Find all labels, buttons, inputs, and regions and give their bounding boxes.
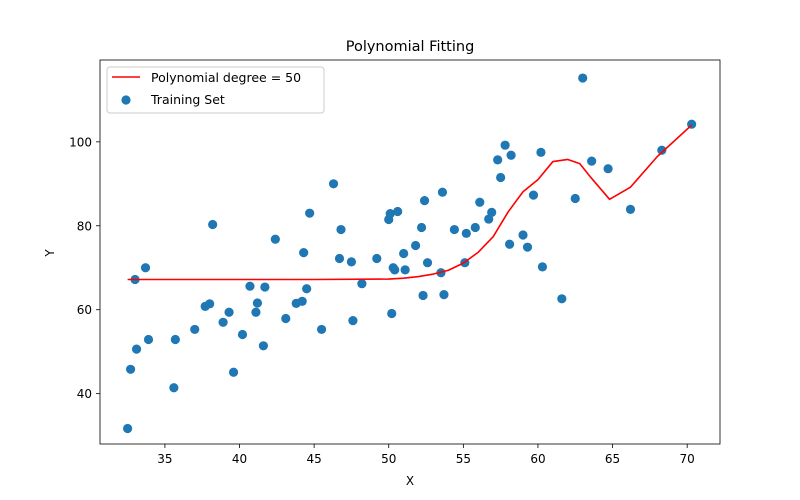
training-set-point xyxy=(528,190,539,200)
training-set-point xyxy=(518,230,528,240)
training-set-point xyxy=(334,253,345,264)
training-set-point xyxy=(390,265,400,275)
training-set-point xyxy=(578,73,588,83)
training-set-point xyxy=(143,334,154,345)
axes-frame xyxy=(99,59,721,445)
polynomial-fit-line xyxy=(127,124,693,281)
training-set-point xyxy=(557,294,567,304)
training-set-point xyxy=(305,208,315,218)
training-set-point xyxy=(348,316,358,326)
training-set-point xyxy=(336,224,346,235)
x-tick-label: 65 xyxy=(605,452,620,466)
training-set-point xyxy=(570,193,580,204)
training-set-point xyxy=(237,329,248,340)
training-set-point xyxy=(522,242,533,252)
training-set-point xyxy=(140,263,151,273)
training-set-point xyxy=(208,219,218,230)
training-set-point xyxy=(587,156,597,166)
x-tick-label: 45 xyxy=(306,452,321,466)
legend-label-polynomial: Polynomial degree = 50 xyxy=(151,70,301,85)
training-set-point xyxy=(218,317,228,327)
training-set-point xyxy=(625,204,636,214)
x-axis-title: X xyxy=(406,474,414,488)
training-set-point xyxy=(258,341,268,351)
training-set-point xyxy=(487,207,497,217)
training-set-point xyxy=(123,423,133,434)
training-set-point xyxy=(475,197,485,207)
training-set-point xyxy=(449,224,459,235)
training-set-point xyxy=(125,364,136,374)
training-set-point xyxy=(228,367,239,377)
training-set-point xyxy=(357,279,367,289)
training-set-point xyxy=(418,290,428,301)
x-tick-label: 40 xyxy=(232,452,247,466)
training-set-point xyxy=(385,209,395,219)
training-set-point xyxy=(416,222,427,233)
training-set-point xyxy=(260,282,270,292)
training-set-point xyxy=(170,334,180,345)
legend: Polynomial degree = 50 Training Set xyxy=(106,66,325,114)
training-set-point xyxy=(603,164,613,174)
training-set-point xyxy=(506,150,516,160)
training-set-point xyxy=(536,147,546,157)
training-set-point xyxy=(372,253,382,264)
training-set-point xyxy=(422,258,433,268)
y-tick-label: 60 xyxy=(77,303,92,317)
training-set-point xyxy=(205,299,215,309)
plot-area: 35 40 45 50 55 60 65 70 40 60 80 100 xyxy=(69,59,721,466)
training-set-point xyxy=(224,307,234,317)
training-set-point xyxy=(346,257,357,267)
training-set-point xyxy=(439,290,449,300)
training-set-point xyxy=(252,298,263,308)
training-set-point xyxy=(657,145,667,155)
training-set-point xyxy=(302,284,312,294)
legend-point-swatch xyxy=(121,95,131,105)
training-set-point xyxy=(251,307,261,317)
y-axis-title: Y xyxy=(43,249,57,258)
training-set-point xyxy=(190,324,200,335)
training-set-point xyxy=(245,281,255,291)
training-set-point xyxy=(411,240,421,251)
training-set-point xyxy=(493,155,503,165)
training-set-point xyxy=(328,179,339,189)
training-set-point xyxy=(281,313,291,324)
training-set-point xyxy=(537,262,548,272)
y-tick-label: 40 xyxy=(77,387,92,401)
training-set-point xyxy=(393,206,403,217)
chart-title: Polynomial Fitting xyxy=(346,39,475,55)
training-set-point xyxy=(437,187,448,197)
training-set-point xyxy=(470,222,480,233)
legend-label-training-set: Training Set xyxy=(150,92,225,107)
training-set-point xyxy=(419,195,430,206)
training-set-point xyxy=(461,228,471,238)
training-set-point xyxy=(399,248,409,259)
training-set-point xyxy=(297,296,307,306)
training-set-point xyxy=(131,344,142,354)
x-tick-label: 35 xyxy=(157,452,172,466)
training-set-point xyxy=(270,234,280,244)
training-set-point xyxy=(387,308,397,319)
training-set-point xyxy=(500,140,510,150)
x-tick-label: 60 xyxy=(530,452,545,466)
training-set-point xyxy=(169,383,179,393)
x-tick-label: 55 xyxy=(456,452,471,466)
x-tick-label: 50 xyxy=(381,452,396,466)
legend-box xyxy=(106,66,325,114)
x-tick-label: 70 xyxy=(680,452,695,466)
y-tick-label: 80 xyxy=(77,219,92,233)
training-set-point xyxy=(400,265,410,275)
training-set-point xyxy=(496,172,506,183)
y-tick-label: 100 xyxy=(69,135,92,149)
training-set-point xyxy=(299,248,309,258)
training-set-point xyxy=(316,324,327,335)
training-set-point xyxy=(505,239,515,249)
